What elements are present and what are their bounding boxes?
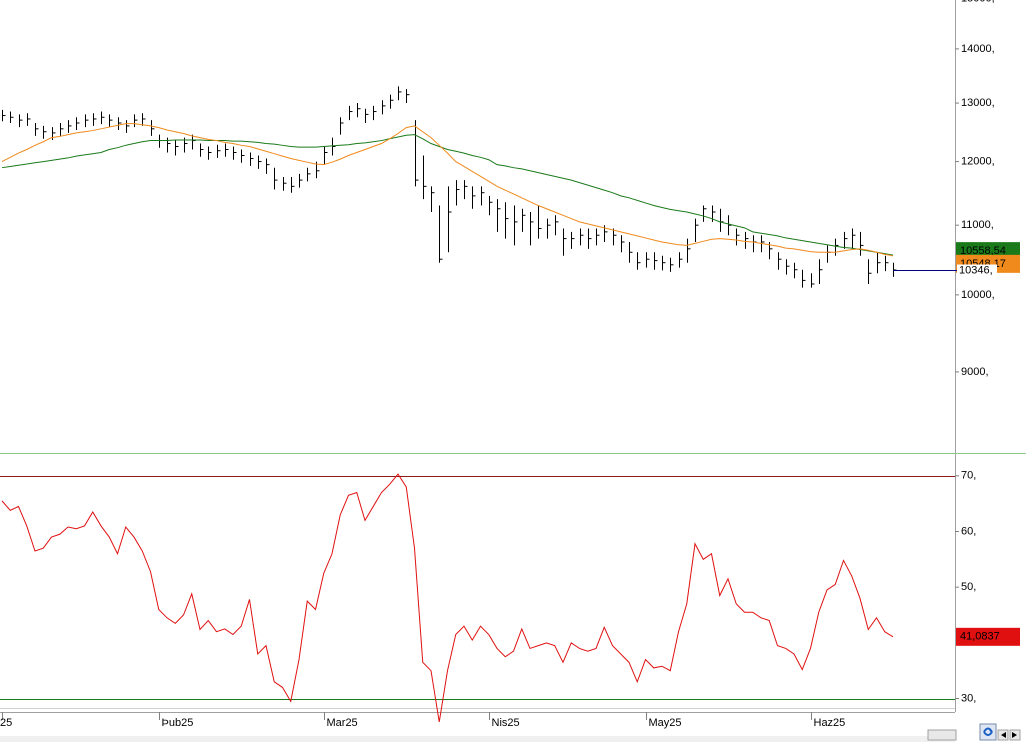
y-tick-label: 30, — [961, 692, 976, 704]
y-tick-label: 14000, — [961, 43, 995, 55]
y-tick-label: 12000, — [961, 155, 995, 167]
series-line — [1, 473, 894, 722]
x-tick-label: Nis25 — [492, 717, 520, 729]
x-tick-label: Þub25 — [162, 717, 194, 729]
last-price-label: 10346, — [959, 264, 993, 276]
y-tick-label: 10000, — [961, 289, 995, 301]
scroll-button[interactable] — [927, 729, 957, 741]
y-tick-label: 50, — [961, 581, 976, 593]
last-price-bg — [957, 264, 997, 277]
y-tick-label: 13000, — [961, 97, 995, 109]
refresh-icon — [983, 727, 993, 736]
y-tick-label: 11000, — [961, 219, 994, 231]
y-tick-label: 60, — [961, 525, 976, 537]
x-tick-label: Mar25 — [327, 717, 358, 729]
refresh-button[interactable] — [979, 723, 997, 741]
value-box — [956, 627, 1020, 646]
y-tick-label: 9000, — [961, 366, 989, 378]
y-tick-label: 70, — [961, 470, 976, 482]
arrow-right — [1012, 732, 1017, 738]
scroll-track — [0, 736, 955, 742]
value-box-label: 41,0837 — [960, 631, 1000, 643]
series-line — [1, 123, 894, 257]
x-tick-label: May25 — [649, 717, 682, 729]
scroll-controls — [927, 723, 1021, 741]
value-box-label: 10558,54 — [960, 245, 1006, 257]
x-tick-label: 25 — [0, 717, 12, 729]
series-line — [1, 134, 894, 256]
x-tick-label: Haz25 — [814, 717, 846, 729]
arrow-left — [1001, 732, 1006, 738]
y-tick-label: 15000, — [961, 0, 995, 4]
